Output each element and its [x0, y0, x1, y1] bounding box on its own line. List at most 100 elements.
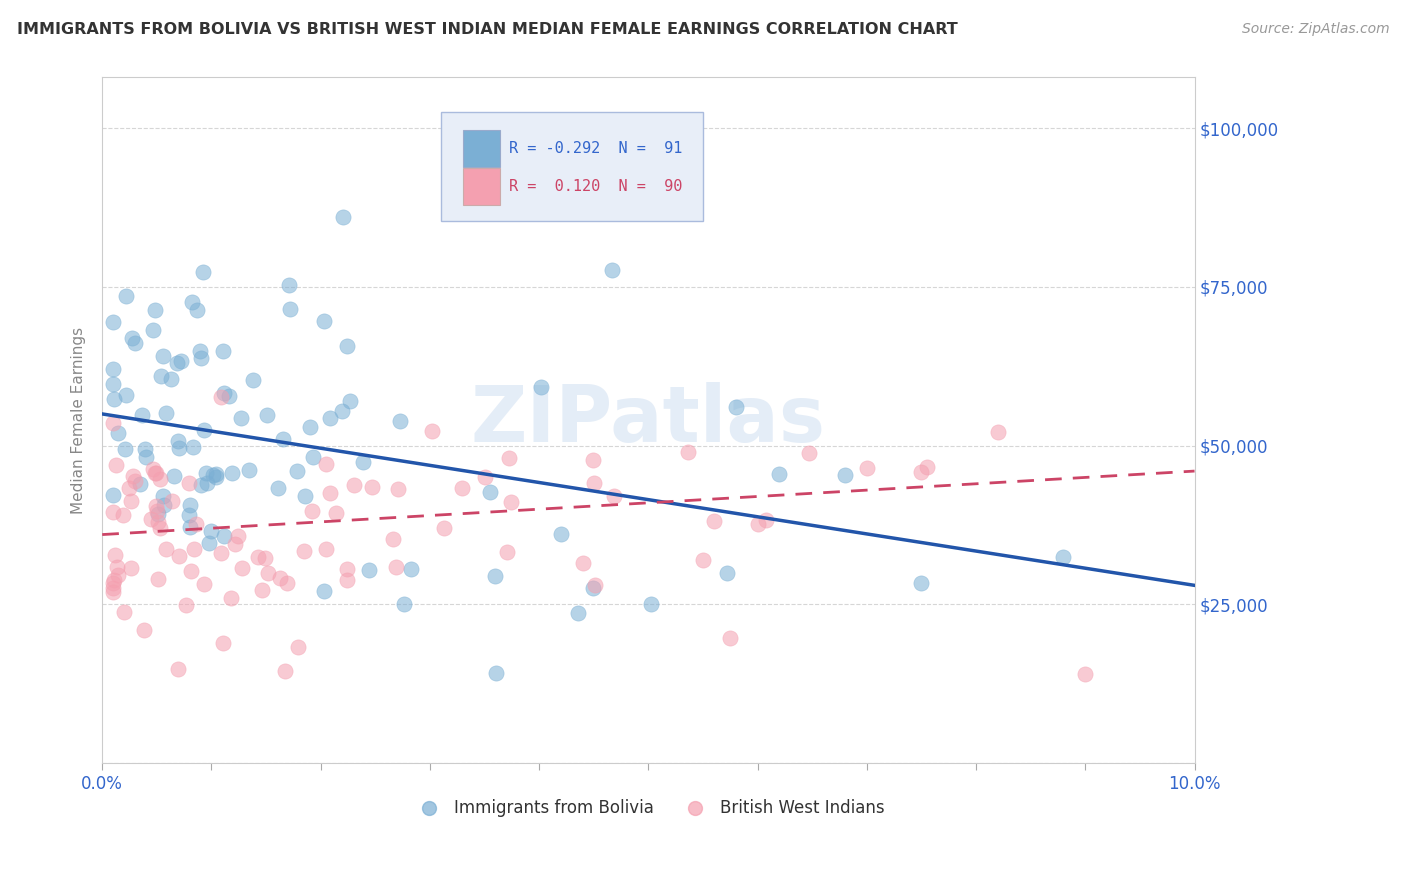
Point	[101, 416, 124, 430]
Point	[155, 406, 177, 420]
Point	[170, 353, 193, 368]
Point	[387, 482, 409, 496]
Point	[146, 515, 169, 529]
Point	[167, 441, 190, 455]
Point	[318, 411, 340, 425]
Point	[747, 517, 769, 532]
Point	[392, 597, 415, 611]
Point	[385, 559, 408, 574]
Point	[496, 545, 519, 559]
Point	[107, 425, 129, 440]
Point	[640, 598, 662, 612]
Point	[149, 472, 172, 486]
Point	[287, 640, 309, 654]
Point	[104, 549, 127, 563]
Point	[987, 425, 1010, 440]
Point	[755, 513, 778, 527]
Point	[194, 466, 217, 480]
Point	[188, 343, 211, 358]
Point	[319, 485, 342, 500]
Point	[190, 477, 212, 491]
Point	[146, 507, 169, 521]
Point	[273, 665, 295, 679]
Point	[910, 575, 932, 590]
Point	[120, 494, 142, 508]
Point	[273, 433, 295, 447]
FancyBboxPatch shape	[463, 129, 499, 167]
Point	[101, 488, 124, 502]
Point	[256, 566, 278, 581]
Point	[146, 572, 169, 586]
Point	[267, 481, 290, 495]
Point	[107, 568, 129, 582]
Point	[332, 210, 354, 224]
Point	[201, 468, 224, 483]
Point	[250, 582, 273, 597]
Point	[184, 516, 207, 531]
Point	[315, 541, 337, 556]
Point	[112, 605, 135, 619]
Point	[200, 524, 222, 538]
Point	[834, 467, 856, 482]
Point	[167, 662, 190, 676]
Point	[530, 380, 553, 394]
Point	[114, 388, 136, 402]
Point	[294, 489, 316, 503]
Text: R = -0.292  N =  91: R = -0.292 N = 91	[509, 141, 682, 155]
Point	[160, 494, 183, 508]
Point	[299, 419, 322, 434]
Y-axis label: Median Female Earnings: Median Female Earnings	[72, 326, 86, 514]
Point	[330, 404, 353, 418]
Point	[191, 265, 214, 279]
Point	[433, 521, 456, 535]
Point	[160, 372, 183, 386]
Point	[179, 520, 201, 534]
Point	[143, 466, 166, 480]
Point	[582, 453, 605, 467]
Point	[582, 582, 605, 596]
Point	[181, 441, 204, 455]
Point	[1074, 667, 1097, 681]
Point	[205, 470, 228, 484]
Point	[132, 623, 155, 637]
FancyBboxPatch shape	[463, 168, 499, 205]
Point	[212, 386, 235, 401]
Point	[276, 575, 298, 590]
Point	[280, 301, 302, 316]
Point	[212, 344, 235, 359]
Point	[301, 450, 323, 464]
Point	[153, 498, 176, 512]
Point	[269, 571, 291, 585]
Point	[315, 457, 337, 471]
Point	[174, 598, 197, 612]
Point	[148, 521, 170, 535]
Point	[915, 459, 938, 474]
Point	[180, 564, 202, 578]
Point	[103, 392, 125, 407]
Point	[183, 542, 205, 557]
Point	[254, 550, 277, 565]
Text: ZIPatlas: ZIPatlas	[471, 383, 825, 458]
Point	[124, 474, 146, 488]
Point	[179, 508, 201, 523]
Point	[152, 489, 174, 503]
Point	[499, 495, 522, 509]
Point	[197, 536, 219, 550]
Point	[101, 584, 124, 599]
Point	[101, 315, 124, 329]
Point	[209, 390, 232, 404]
Point	[218, 389, 240, 403]
Point	[703, 514, 725, 528]
Point	[212, 529, 235, 543]
Point	[131, 408, 153, 422]
Point	[139, 511, 162, 525]
Point	[768, 467, 790, 482]
Point	[179, 476, 201, 491]
Point	[352, 455, 374, 469]
Point	[124, 335, 146, 350]
Point	[193, 576, 215, 591]
Point	[101, 377, 124, 392]
Point	[103, 362, 125, 376]
Point	[498, 451, 520, 466]
Point	[211, 636, 233, 650]
